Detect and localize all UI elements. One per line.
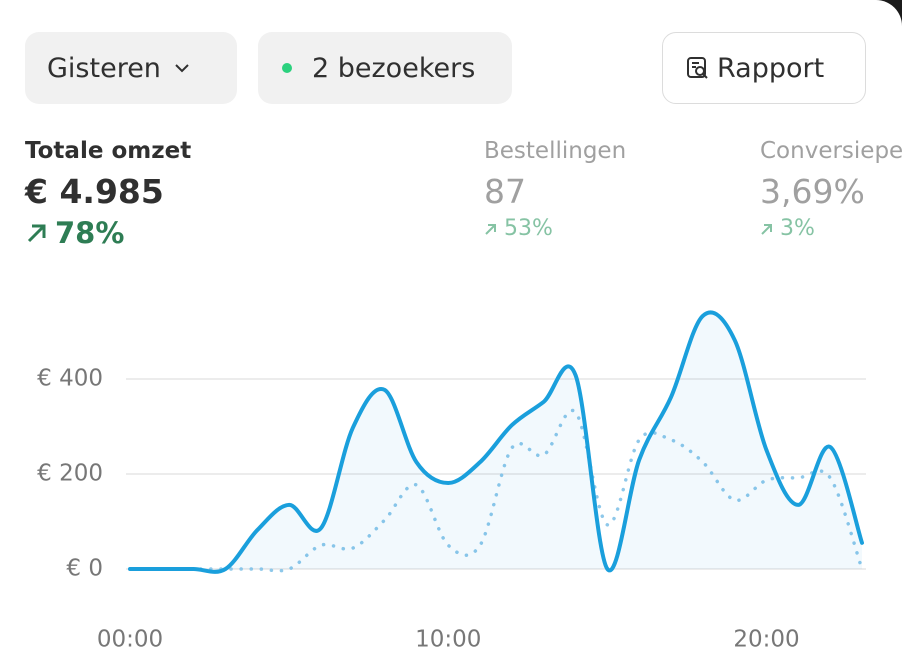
report-button[interactable]: Rapport bbox=[662, 32, 866, 104]
metric[interactable]: Bestellingen 87 53% bbox=[484, 138, 626, 241]
visitors-label: 2 bezoekers bbox=[312, 52, 476, 84]
report-icon bbox=[687, 57, 708, 79]
x-tick-label: 00:00 bbox=[97, 627, 163, 653]
period-label: Gisteren bbox=[47, 52, 161, 84]
up-arrow bbox=[485, 223, 496, 235]
y-tick-label: € 400 bbox=[37, 366, 103, 392]
metric-change: 78% bbox=[55, 216, 125, 250]
metric-value: € 4.985 bbox=[25, 172, 164, 211]
series-line bbox=[128, 310, 864, 574]
visitors-button[interactable]: 2 bezoekers bbox=[258, 32, 512, 104]
metric-value: 3,69% bbox=[760, 172, 865, 211]
metric-label: Bestellingen bbox=[484, 138, 627, 164]
metric[interactable]: Conversiepercentage 3,69% 3% bbox=[760, 138, 902, 241]
metric-value: 87 bbox=[484, 172, 526, 211]
chevron-icon bbox=[175, 64, 189, 73]
y-tick-label: € 200 bbox=[37, 461, 103, 487]
metric-label: Totale omzet bbox=[25, 138, 192, 164]
live-dot bbox=[282, 63, 292, 73]
metric-change: 53% bbox=[504, 216, 553, 241]
up-arrow bbox=[761, 223, 772, 235]
metric-change: 3% bbox=[780, 216, 815, 241]
metric-label: Conversiepercentage bbox=[760, 138, 902, 164]
up-arrow bbox=[27, 224, 46, 243]
metric[interactable]: Totale omzet € 4.985 78% bbox=[25, 138, 191, 250]
x-tick-label: 10:00 bbox=[415, 627, 481, 653]
report-label: Rapport bbox=[717, 52, 825, 84]
period-button[interactable]: Gisteren bbox=[25, 32, 237, 104]
y-tick-label: € 0 bbox=[66, 556, 103, 582]
x-tick-label: 20:00 bbox=[733, 627, 799, 653]
